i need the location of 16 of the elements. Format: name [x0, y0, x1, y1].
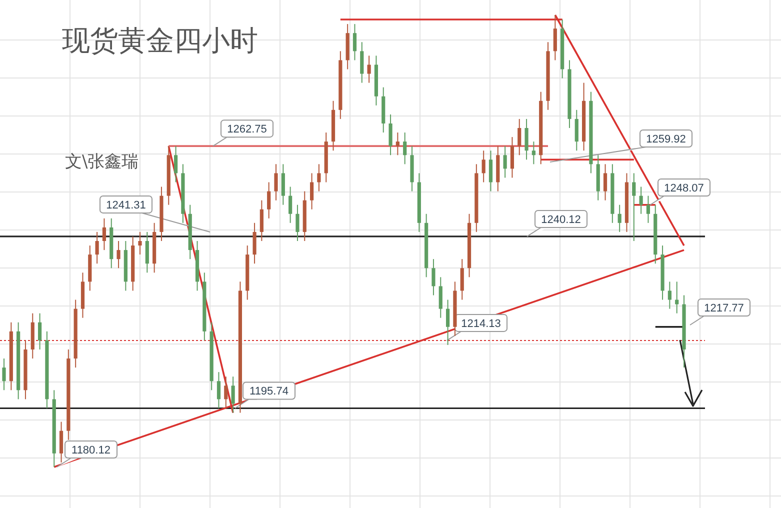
annotation: 1217.77 — [690, 298, 750, 326]
annotation: 1180.12 — [72, 444, 110, 456]
text: 文\张鑫瑞 — [65, 152, 139, 172]
annotation: 1240.12 — [541, 214, 581, 226]
annotation: 1259.92 — [646, 134, 686, 146]
annotation: 1241.31 — [106, 199, 146, 212]
annotation: 1195.74 — [250, 386, 288, 398]
chart-title: 现货黄金四小时 — [62, 24, 258, 57]
annotation: 1248.07 — [664, 182, 704, 194]
annotation: 1262.75 — [227, 124, 267, 136]
annotation: 1240.12 — [526, 210, 588, 237]
annotation: 1214.13 — [461, 318, 501, 330]
annotation: 1195.74 — [234, 382, 296, 409]
annotation: 1262.75 — [212, 120, 274, 147]
annotation: 1180.12 — [56, 440, 118, 468]
annotation: 1248.07 — [650, 178, 710, 206]
